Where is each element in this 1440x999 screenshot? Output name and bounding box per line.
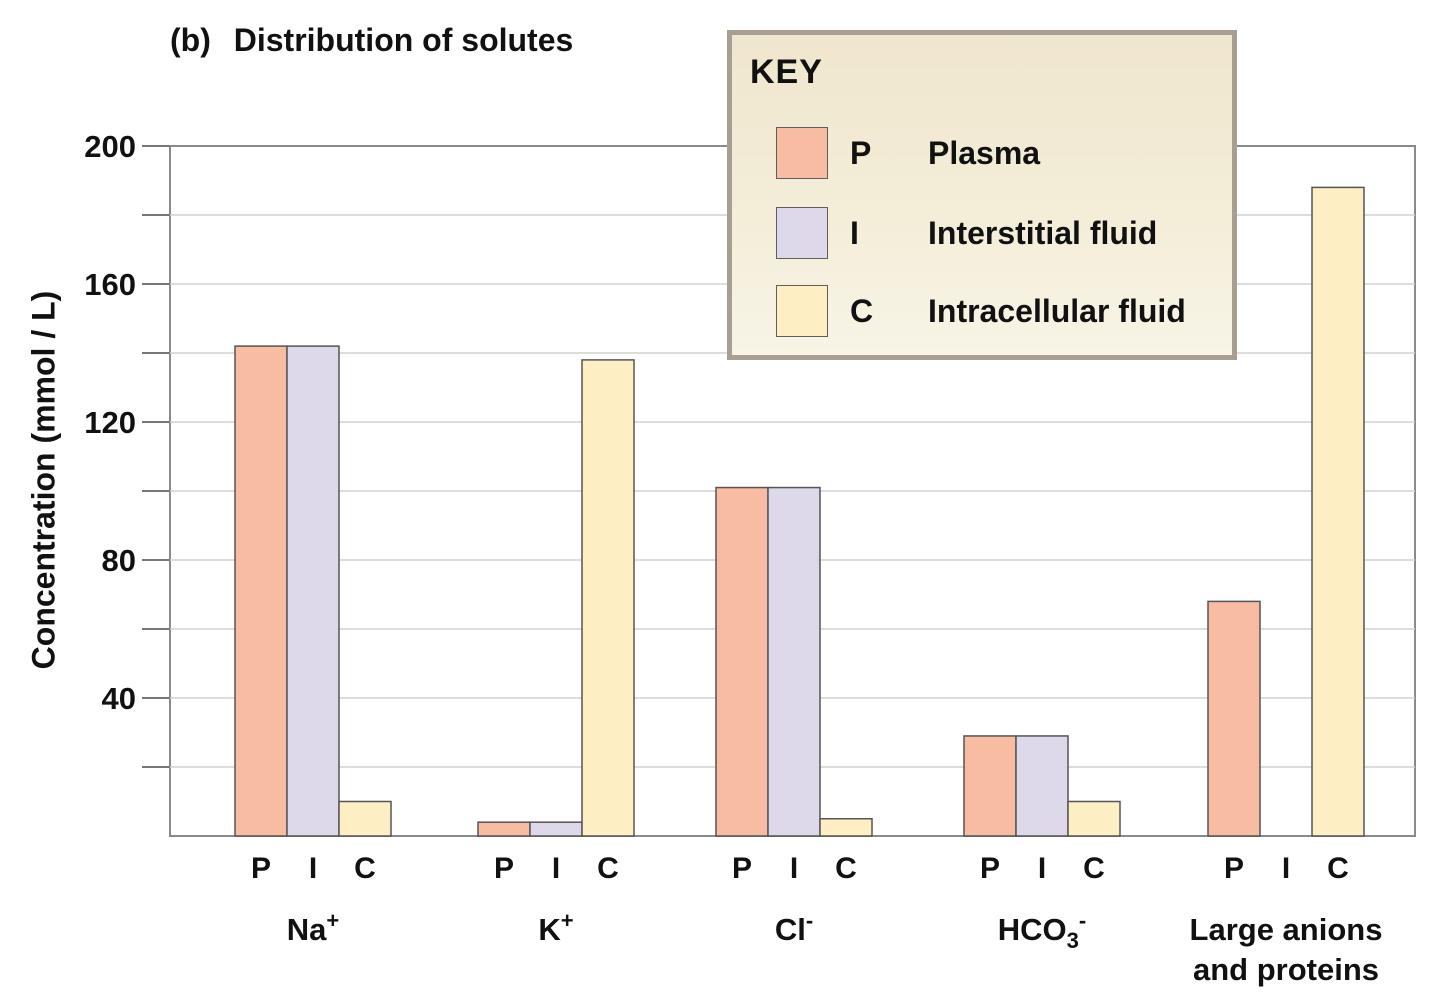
x-group-code-label: I — [552, 852, 560, 885]
x-group-code-label: P — [251, 852, 271, 885]
bar-i-2 — [767, 486, 821, 837]
bar-c-1 — [581, 359, 635, 837]
x-group-code-label: C — [354, 852, 376, 885]
legend-item-interstitial-fluid: I Interstitial fluid — [776, 207, 1157, 259]
x-group-code-label: C — [835, 852, 857, 885]
bar-p-2 — [715, 486, 769, 837]
legend-item-intracellular-fluid: C Intracellular fluid — [776, 285, 1186, 337]
category-label: HCO3- — [998, 908, 1086, 953]
chart-title-text: Distribution of solutes — [233, 22, 574, 58]
panel-label: (b) — [170, 22, 211, 58]
legend-code-p: P — [850, 134, 872, 171]
x-group-code-label: C — [1083, 852, 1105, 885]
x-group-code-label: I — [1038, 852, 1046, 885]
interstitial-swatch — [776, 207, 828, 259]
y-tick-label: 80 — [102, 543, 136, 578]
intracellular-swatch — [776, 285, 828, 337]
bar-c-4 — [1311, 186, 1365, 837]
category-label: K+ — [538, 908, 573, 947]
category-label: Cl- — [775, 908, 813, 947]
legend-name-interstitial-fluid: Interstitial fluid — [928, 214, 1158, 251]
y-tick-label: 40 — [102, 681, 136, 716]
bar-i-3 — [1015, 735, 1069, 837]
plasma-swatch — [776, 127, 828, 179]
bar-p-3 — [963, 735, 1017, 837]
x-group-code-label: P — [980, 852, 1000, 885]
bar-c-2 — [819, 818, 873, 837]
bar-i-1 — [529, 821, 583, 837]
bar-p-4 — [1207, 600, 1261, 837]
bar-p-0 — [234, 345, 288, 837]
bar-i-0 — [286, 345, 340, 837]
x-group-code-label: C — [1327, 852, 1349, 885]
category-label-line2: and proteins — [1193, 952, 1379, 987]
category-label: Na+ — [287, 908, 340, 947]
bar-p-1 — [477, 821, 531, 837]
x-group-code-label: P — [494, 852, 514, 885]
x-group-code-label: I — [309, 852, 317, 885]
legend-item-plasma: P Plasma — [776, 127, 1040, 179]
legend-title: KEY — [750, 53, 823, 91]
y-tick-label: 200 — [84, 129, 136, 164]
x-group-code-label: I — [1282, 852, 1290, 885]
y-tick-label: 120 — [84, 405, 136, 440]
legend-name-intracellular-fluid: Intracellular fluid — [928, 292, 1186, 329]
category-label: Large anions — [1190, 912, 1383, 947]
y-axis-label: Concentration (mmol / L) — [25, 290, 62, 670]
y-tick-label: 160 — [84, 267, 136, 302]
chart-title: (b) Distribution of solutes — [170, 22, 573, 59]
bar-c-3 — [1067, 800, 1121, 837]
legend-name-plasma: Plasma — [928, 134, 1041, 171]
legend: KEY P Plasma I Interstitial fluid C Intr… — [727, 30, 1237, 360]
x-group-code-label: I — [790, 852, 798, 885]
bar-c-0 — [338, 800, 392, 837]
x-group-code-label: P — [1224, 852, 1244, 885]
x-group-code-label: P — [732, 852, 752, 885]
legend-code-i: I — [850, 214, 859, 251]
legend-code-c: C — [850, 292, 874, 329]
x-group-code-label: C — [597, 852, 619, 885]
